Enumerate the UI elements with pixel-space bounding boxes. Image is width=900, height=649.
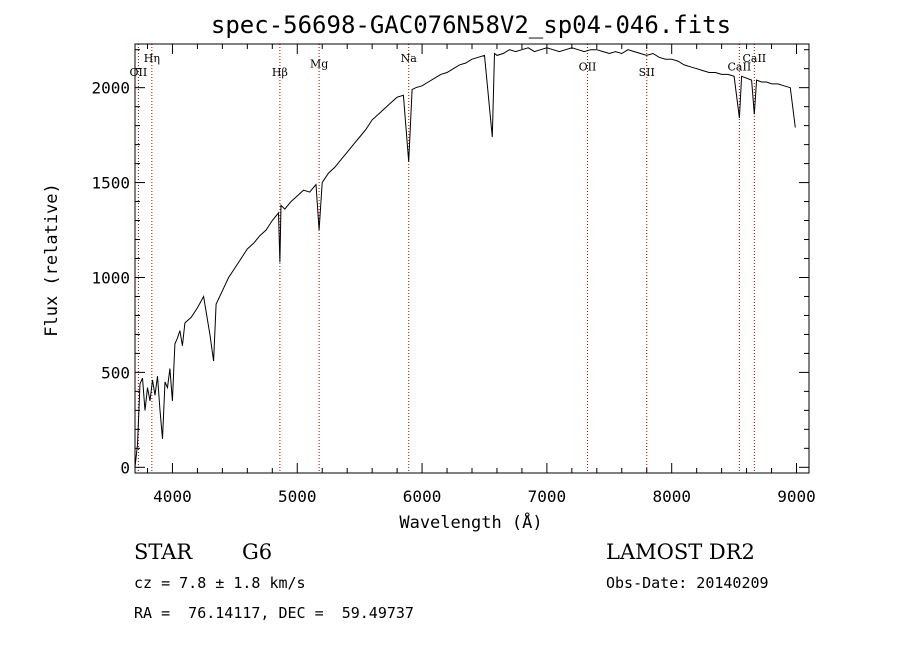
spectrum-line <box>134 47 796 468</box>
y-tick-label: 500 <box>101 363 130 382</box>
line-marker-label: OII <box>130 66 148 79</box>
x-tick-label: 5000 <box>278 487 317 506</box>
coordinates-ra-dec: RA = 76.14117, DEC = 59.49737 <box>134 604 414 622</box>
y-tick-label: 1000 <box>91 268 130 287</box>
observation-date: Obs-Date: 20140209 <box>606 574 769 592</box>
object-subclass: G6 <box>242 540 273 564</box>
x-tick-label: 9000 <box>777 487 816 506</box>
x-tick-label: 8000 <box>652 487 691 506</box>
line-marker-label: SII <box>639 66 655 79</box>
survey-name: LAMOST DR2 <box>606 540 755 564</box>
line-marker-label: Hη <box>144 52 160 65</box>
line-marker-label: CaII <box>742 52 766 65</box>
x-tick-label: 4000 <box>153 487 192 506</box>
redshift-cz: cz = 7.8 ± 1.8 km/s <box>134 574 306 592</box>
spectrum-chart: spec-56698-GAC076N58V2_sp04-046.fits Wav… <box>42 11 816 533</box>
chart-title: spec-56698-GAC076N58V2_sp04-046.fits <box>211 11 731 39</box>
x-axis-label: Wavelength (Å) <box>399 511 542 533</box>
x-tick-label: 6000 <box>403 487 442 506</box>
line-marker-label: Hβ <box>272 66 288 79</box>
y-axis-label: Flux (relative) <box>42 183 62 337</box>
line-marker-label: OII <box>579 60 597 73</box>
object-class: STAR <box>134 540 193 564</box>
line-marker-label: CaII <box>728 60 752 73</box>
y-tick-label: 2000 <box>91 79 130 98</box>
y-tick-label: 1500 <box>91 174 130 193</box>
plot-frame <box>134 43 810 474</box>
line-marker-label: Mg <box>310 58 328 71</box>
x-tick-label: 7000 <box>528 487 567 506</box>
y-tick-label: 0 <box>120 458 130 477</box>
line-marker-label: Na <box>401 52 418 65</box>
